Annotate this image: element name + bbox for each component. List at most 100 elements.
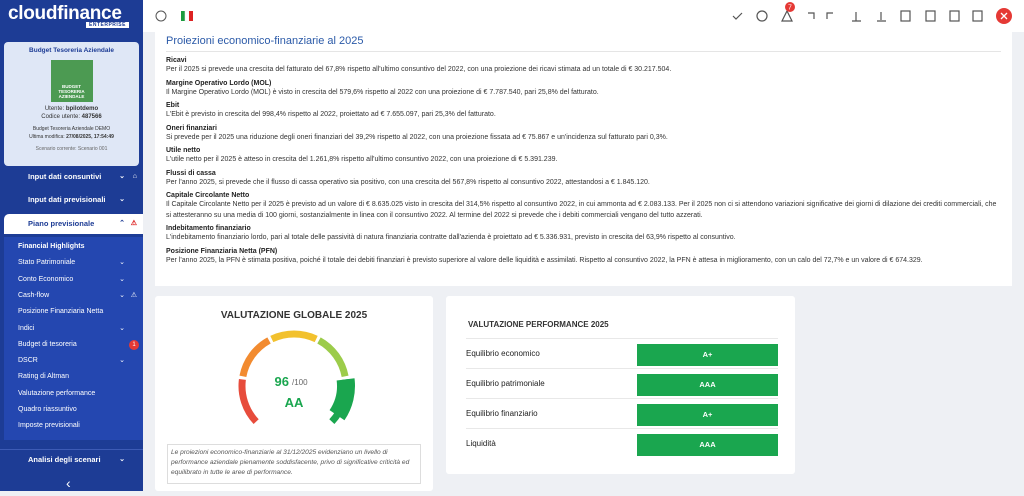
- submenu-label: Cash-flow: [18, 291, 50, 299]
- logo: cloudfinance: [8, 3, 122, 24]
- submenu-label: Rating di Altman: [18, 373, 69, 381]
- menu-label: Analisi degli scenari: [28, 455, 101, 464]
- scenario: Scenario corrente: Scenario 001: [35, 146, 108, 152]
- submenu-item[interactable]: Imposte previsionali: [4, 419, 143, 433]
- submenu-item[interactable]: Conto Economico ⌄: [4, 273, 143, 287]
- rating-pill: AAA: [637, 434, 778, 456]
- menu-label: Piano previsionale: [28, 219, 95, 228]
- section-text: Il Margine Operativo Lordo (MOL) è visto…: [166, 88, 599, 96]
- icon[interactable]: [877, 12, 886, 22]
- icon[interactable]: [732, 12, 743, 20]
- notification-badge: [785, 2, 795, 12]
- submenu-label: Imposte previsionali: [18, 422, 80, 430]
- submenu-item[interactable]: Quadro riassuntivo: [4, 403, 143, 417]
- warning-icon: ⚠: [130, 291, 137, 299]
- row-label: Equilibrio finanziario: [466, 409, 538, 418]
- gauge-card: VALUTAZIONE GLOBALE 2025 96 /100 AA Le p…: [155, 296, 433, 491]
- performance-row: Equilibrio economico A+: [466, 338, 778, 368]
- chevron: ⌄: [119, 275, 125, 283]
- section-text: L'utile netto per il 2025 è atteso in cr…: [166, 156, 558, 163]
- performance-row: Equilibrio finanziario A+: [466, 398, 778, 428]
- code: Codice utente: 487566: [4, 114, 139, 120]
- section-text: L'Ebit è previsto in crescita del 998,4%…: [166, 111, 496, 118]
- submenu-label: Valutazione performance: [18, 389, 96, 397]
- submenu-item[interactable]: Indici ⌄: [4, 322, 143, 336]
- section-heading: Ricavi: [166, 57, 187, 64]
- modified-label: Ultima modifica:: [29, 134, 65, 140]
- icon[interactable]: [949, 10, 960, 22]
- collapse-button[interactable]: ‹: [66, 475, 71, 491]
- menu-item[interactable]: Input dati previsionali ⌄: [28, 195, 125, 204]
- submenu-label: Financial Highlights: [18, 243, 85, 250]
- icon[interactable]: [756, 10, 768, 22]
- badge-count: 7: [788, 5, 792, 12]
- icon[interactable]: [781, 9, 793, 22]
- report-title: Proiezioni economico-finanziarie al 2025: [166, 35, 1001, 52]
- icon[interactable]: [972, 10, 983, 22]
- chevron: ⌄: [119, 291, 125, 299]
- icon[interactable]: [852, 12, 861, 22]
- section-heading: Indebitamento finanziario: [166, 225, 251, 232]
- submenu-label: Posizione Finanziaria Netta: [18, 308, 104, 316]
- modified-value: 27/08/2025, 17:54:49: [66, 134, 114, 140]
- icon[interactable]: [925, 10, 936, 22]
- score: 96: [275, 374, 289, 389]
- sections: Ricavi Per il 2025 si prevede una crescit…: [166, 56, 1001, 266]
- section-text: Per il 2025 si prevede una crescita del …: [166, 66, 672, 73]
- flag: [181, 11, 185, 21]
- project-card: Budget Tesoreria Aziendale BUDGET TESORE…: [4, 42, 139, 166]
- icon[interactable]: [155, 10, 167, 22]
- submenu-label: DSCR: [18, 357, 38, 365]
- rating-pill: AAA: [637, 374, 778, 396]
- submenu-item[interactable]: Valutazione performance: [4, 387, 143, 401]
- chevron: ⌄: [119, 357, 125, 365]
- gauge-title: VALUTAZIONE GLOBALE 2025: [221, 310, 368, 321]
- submenu-item[interactable]: Posizione Finanziaria Netta: [4, 305, 143, 319]
- gauge-segment: [238, 378, 259, 425]
- menu-item[interactable]: Input dati consuntivi ⌂ ⌄: [28, 172, 137, 181]
- submenu-label: Conto Economico: [18, 275, 74, 283]
- submenu-item[interactable]: Rating di Altman: [4, 370, 143, 384]
- gauge-segment: [239, 337, 271, 378]
- icon[interactable]: [826, 12, 833, 19]
- submenu-item[interactable]: Stato Patrimoniale ⌄: [4, 256, 143, 270]
- icon[interactable]: [900, 10, 911, 22]
- thumbnail: BUDGET TESORERIA AZIENDALE: [50, 60, 93, 102]
- report: Proiezioni economico-finanziarie al 2025…: [155, 32, 1012, 286]
- submenu-item[interactable]: Financial Highlights: [4, 240, 143, 254]
- performance-row: Liquidità AAA: [466, 428, 778, 458]
- submenu: Financial Highlights Stato Patrimoniale ⌄ C…: [4, 237, 143, 440]
- performance-card: VALUTAZIONE PERFORMANCE 2025 Equilibrio …: [446, 296, 795, 474]
- section-heading: Ebit: [166, 102, 180, 109]
- chevron: ⌄: [119, 324, 125, 332]
- section-text: Per l'anno 2025, si prevede che il fluss…: [166, 178, 650, 186]
- modified: Ultima modifica: 27/08/2025, 17:54:49: [4, 134, 139, 140]
- section-heading: Margine Operativo Lordo (MOL): [166, 79, 272, 87]
- section-heading: Utile netto: [166, 147, 201, 154]
- gauge-note: Le proiezioni economico-finanziarie al 3…: [167, 444, 421, 484]
- icon[interactable]: [808, 12, 815, 19]
- gauge: VALUTAZIONE GLOBALE 2025 96 /100 AA: [221, 310, 368, 425]
- section-heading: Capitale Circolante Netto: [166, 192, 250, 199]
- menu-label: Input dati previsionali: [28, 195, 106, 204]
- submenu-item[interactable]: Budget di tesoreria 1: [4, 338, 143, 352]
- menu-item[interactable]: Analisi degli scenari ⌄: [0, 449, 143, 469]
- section-text: Per l'anno 2025, la PFN è stimata positi…: [166, 256, 923, 264]
- sidebar: cloudfinance ENTERPRISE Budget Tesoreria…: [0, 0, 143, 491]
- gauge-segment: [270, 330, 318, 343]
- menu-label: Input dati consuntivi: [28, 172, 102, 181]
- performance-title: VALUTAZIONE PERFORMANCE 2025: [468, 320, 609, 329]
- menu-item-active[interactable]: Piano previsionale ⌃ ⚠: [4, 214, 143, 234]
- submenu-label: Quadro riassuntivo: [18, 406, 77, 413]
- rating-pill: A+: [637, 344, 778, 366]
- submenu-label: Indici: [18, 324, 35, 332]
- code-value: 487566: [81, 114, 102, 120]
- score-max: /100: [292, 378, 308, 387]
- card-title: Budget Tesoreria Aziendale: [29, 47, 114, 54]
- code-label: Codice utente:: [41, 114, 80, 120]
- chevron: ⌄: [119, 259, 125, 267]
- submenu-item[interactable]: Cash-flow ⌄ ⚠: [4, 289, 143, 303]
- submenu-item[interactable]: DSCR ⌄: [4, 354, 143, 368]
- row-label: Equilibrio economico: [466, 349, 540, 358]
